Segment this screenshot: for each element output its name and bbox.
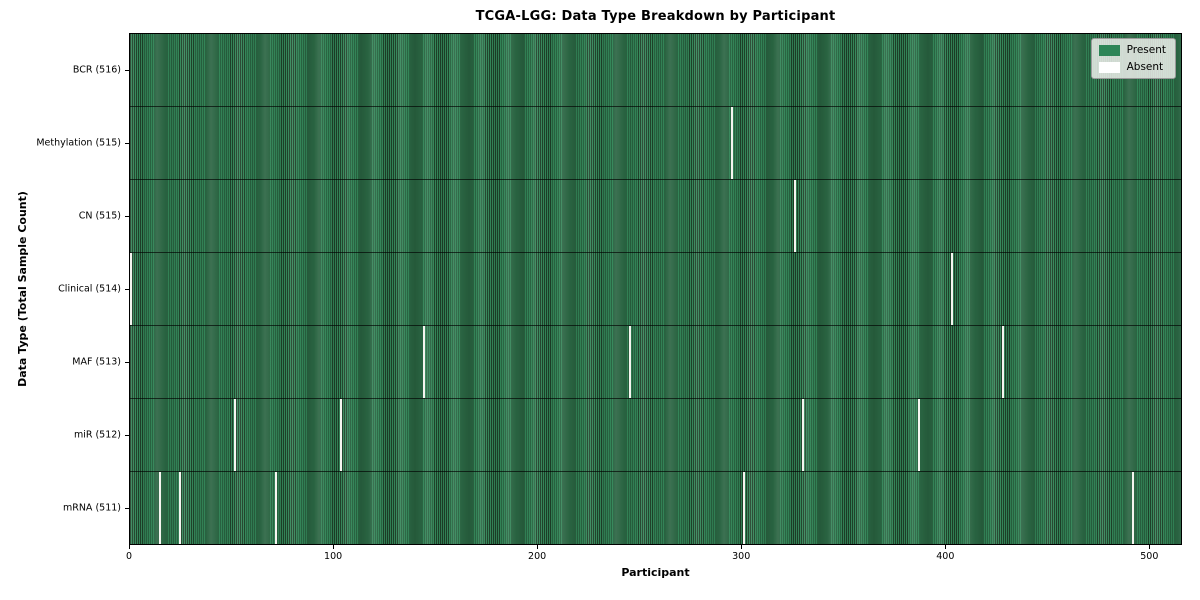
absent-mark (130, 253, 133, 325)
y-tick-mark (125, 289, 129, 290)
x-tick-label-100: 100 (324, 551, 343, 562)
y-tick-label-cn: CN (515) (78, 210, 121, 222)
y-tick-mark (125, 69, 129, 71)
absent-mark (730, 107, 733, 179)
heatmap-row-maf (130, 325, 1181, 398)
x-tick-mark (129, 545, 130, 549)
heatmap-row-cn (130, 179, 1181, 252)
heatmap-row-methylation (130, 106, 1181, 179)
y-tick-label-maf: MAF (513) (72, 356, 121, 368)
y-tick-mark (125, 142, 129, 144)
absent-mark (743, 472, 746, 544)
x-tick-mark (1149, 545, 1151, 549)
absent-mark (794, 180, 797, 252)
legend-item-present: Present (1098, 44, 1166, 56)
x-tick-label-500: 500 (1140, 551, 1159, 562)
x-tick-mark (741, 545, 743, 549)
legend-label-present: Present (1126, 44, 1166, 56)
y-tick-mark (125, 435, 129, 437)
x-tick-label-0: 0 (125, 551, 133, 562)
chart-title: TCGA-LGG: Data Type Breakdown by Partici… (475, 9, 836, 24)
x-axis-label: Participant (621, 566, 690, 579)
x-tick-mark (333, 545, 335, 549)
heatmap-row-clinical (130, 252, 1181, 325)
absent-mark (178, 472, 181, 544)
absent-mark (950, 253, 953, 325)
absent-mark (918, 399, 921, 471)
x-tick-mark (537, 545, 539, 549)
x-tick-label-400: 400 (936, 551, 955, 562)
y-tick-mark (125, 508, 129, 510)
y-tick-label-bcr: BCR (516) (72, 64, 121, 76)
y-tick-label-mrna: mRNA (511) (62, 502, 121, 514)
absent-mark (339, 399, 342, 471)
y-tick-mark (125, 215, 129, 217)
absent-mark (274, 472, 277, 544)
absent-mark (158, 472, 161, 544)
heatmap-row-mrna (130, 471, 1181, 544)
legend-item-absent: Absent (1098, 61, 1166, 73)
absent-mark (233, 399, 236, 471)
absent-mark (1132, 472, 1135, 544)
present-swatch-icon (1098, 44, 1120, 56)
y-tick-mark (125, 362, 129, 364)
absent-mark (423, 326, 426, 398)
absent-mark (629, 326, 632, 398)
x-tick-mark (945, 545, 947, 549)
heatmap-row-bcr (130, 34, 1181, 106)
legend: Present Absent (1090, 38, 1176, 79)
x-tick-label-300: 300 (732, 551, 751, 562)
plot-area (129, 33, 1182, 545)
legend-label-absent: Absent (1126, 61, 1164, 73)
x-tick-label-200: 200 (528, 551, 547, 562)
heatmap-row-mir (130, 398, 1181, 471)
absent-mark (802, 399, 805, 471)
y-tick-label-clinical: Clinical (514) (58, 283, 121, 295)
absent-mark (1001, 326, 1004, 398)
absent-swatch-icon (1098, 61, 1120, 73)
y-tick-label-methylation: Methylation (515) (36, 137, 121, 149)
y-tick-label-mir: miR (512) (73, 429, 121, 441)
